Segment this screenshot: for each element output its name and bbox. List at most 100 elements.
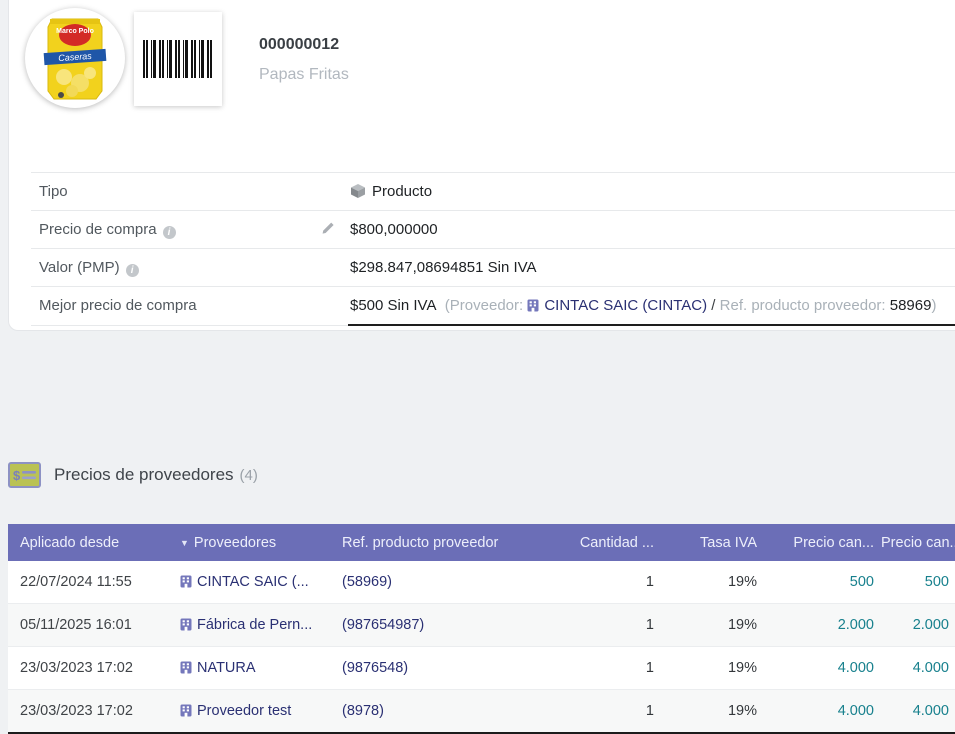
field-row-valor-pmp: Valor (PMP) $298.847,08694851 Sin IVA (31, 248, 955, 287)
ref-link[interactable]: (58969) (342, 574, 392, 590)
field-row-mejor-precio: Mejor precio de compra $500 Sin IVA (Pro… (31, 286, 955, 326)
edit-pencil-icon[interactable] (320, 220, 336, 240)
table-row: 22/07/2024 11:55 CINTAC SAIC (... (58969… (8, 561, 955, 604)
product-card: Marco Polo Caseras 000000012 Papas Frita… (8, 0, 955, 331)
product-cube-icon (351, 184, 365, 198)
field-value-valor-pmp: $298.847,08694851 Sin IVA (348, 248, 955, 287)
cell-ref: (987654987) (341, 603, 540, 647)
product-barcode (134, 12, 222, 106)
product-photo[interactable]: Marco Polo Caseras (25, 8, 125, 108)
cell-ref: (58969) (341, 561, 540, 604)
supplier-link[interactable]: CINTAC SAIC (... (197, 574, 309, 590)
supplier-link[interactable]: Proveedor test (197, 703, 292, 719)
cell-supplier: Proveedor test (179, 689, 341, 734)
field-label-text: Mejor precio de compra (39, 297, 197, 315)
cell-date: 23/03/2023 17:02 (8, 689, 179, 734)
field-label-text: Valor (PMP) (39, 258, 120, 276)
building-icon (527, 299, 539, 312)
cell-price-2: 500 (924, 574, 949, 590)
svg-text:$: $ (13, 468, 21, 483)
cell-supplier: Fábrica de Pern... (179, 603, 341, 647)
cell-vat: 19% (660, 646, 763, 690)
cell-price-1: 4.000 (763, 689, 880, 734)
ref-link[interactable]: (8978) (342, 703, 384, 719)
separator: / (707, 297, 720, 314)
building-icon (180, 575, 192, 588)
cell-ref: (9876548) (341, 646, 540, 690)
cell-price-1: 500 (849, 574, 874, 590)
info-icon (125, 263, 139, 277)
cell-date: 22/07/2024 11:55 (20, 574, 132, 590)
field-value-mejor-precio: $500 Sin IVA (Proveedor: CINTAC SAIC (CI… (348, 286, 955, 326)
cell-qty: 1 (540, 646, 660, 690)
header-cantidad[interactable]: Cantidad ... (540, 524, 660, 561)
supplier-prices-section-header: $ Precios de proveedores (4) (8, 462, 258, 488)
best-price-suffix: ) (931, 297, 937, 314)
cell-price-1: 2.000 (763, 603, 880, 647)
supplier-prices-table: Aplicado desde ▼ Proveedores Ref. product… (8, 524, 955, 734)
building-icon (180, 704, 192, 717)
section-count: (4) (239, 466, 258, 484)
table-row: 05/11/2025 16:01 Fábrica de Pern... (987… (8, 603, 955, 647)
header-label: Proveedores (193, 534, 277, 551)
best-price-ref-value: 58969 (889, 297, 932, 314)
field-label-precio-compra: Precio de compra (31, 210, 348, 249)
header-aplicado-desde[interactable]: Aplicado desde (8, 524, 179, 561)
sort-desc-icon: ▼ (180, 537, 189, 548)
field-label-text: Tipo (39, 183, 68, 200)
field-label-valor-pmp: Valor (PMP) (31, 248, 348, 287)
cell-supplier: NATURA (179, 646, 341, 690)
best-price-value: $500 Sin IVA (350, 297, 437, 314)
photo-brand-text: Marco Polo (56, 28, 94, 35)
cell-price-2: 2.000 (880, 603, 955, 647)
cell-date: 23/03/2023 17:02 (8, 646, 179, 690)
header-ref-producto[interactable]: Ref. producto proveedor (341, 524, 540, 561)
table-row: 23/03/2023 17:02 Proveedor test (8978) 1… (8, 689, 955, 734)
field-label-text: Precio de compra (39, 220, 157, 238)
field-label-mejor-precio: Mejor precio de compra (31, 286, 348, 326)
best-price-prefix: (Proveedor: (444, 297, 528, 314)
cell-price-2: 4.000 (880, 646, 955, 690)
field-label-tipo: Tipo (31, 172, 348, 211)
field-value-precio-compra: $800,000000 (348, 210, 955, 249)
chips-bag-image: Marco Polo Caseras (43, 18, 107, 100)
best-price-ref-label: Ref. producto proveedor (719, 297, 882, 314)
cell-vat: 19% (660, 603, 763, 647)
table-row: 23/03/2023 17:02 NATURA (9876548) 1 19% … (8, 646, 955, 690)
field-value-tipo: Producto (348, 172, 955, 211)
section-title: Precios de proveedores (54, 465, 234, 484)
best-price-supplier-link[interactable]: CINTAC SAIC (CINTAC) (544, 297, 708, 314)
field-row-precio-compra: Precio de compra $800,000000 (31, 210, 955, 249)
cell-vat: 19% (660, 689, 763, 734)
cell-qty: 1 (540, 689, 660, 734)
header-proveedores[interactable]: ▼ Proveedores (179, 524, 341, 561)
cell-price-1: 4.000 (763, 646, 880, 690)
supplier-link[interactable]: Fábrica de Pern... (197, 617, 313, 633)
table-header-row: Aplicado desde ▼ Proveedores Ref. product… (8, 524, 955, 561)
cell-qty: 1 (540, 603, 660, 647)
field-value-text: Producto (372, 183, 433, 200)
product-fields-table: Tipo Producto Precio de compra (31, 172, 955, 326)
header-precio-1[interactable]: Precio can... (763, 524, 880, 561)
building-icon (180, 618, 192, 631)
building-icon (180, 661, 192, 674)
cell-date: 05/11/2025 16:01 (8, 603, 179, 647)
product-label: Papas Fritas (259, 66, 349, 83)
info-icon (162, 225, 176, 239)
field-row-tipo: Tipo Producto (31, 172, 955, 211)
ref-link[interactable]: (9876548) (342, 660, 409, 676)
cell-price-2: 4.000 (880, 689, 955, 734)
cell-supplier: CINTAC SAIC (... (179, 561, 341, 604)
header-tasa-iva[interactable]: Tasa IVA (660, 524, 763, 561)
supplier-link[interactable]: NATURA (197, 660, 256, 676)
money-check-icon: $ (8, 462, 41, 488)
ref-link[interactable]: (987654987) (342, 617, 425, 633)
colon: : (881, 297, 890, 314)
barcode-image (143, 40, 213, 78)
cell-ref: (8978) (341, 689, 540, 734)
cell-qty: 1 (645, 574, 654, 590)
header-precio-2[interactable]: Precio can... (880, 524, 955, 561)
product-ref: 000000012 (259, 36, 340, 53)
photo-variant-text: Caseras (58, 51, 93, 63)
cell-vat: 19% (727, 574, 757, 590)
